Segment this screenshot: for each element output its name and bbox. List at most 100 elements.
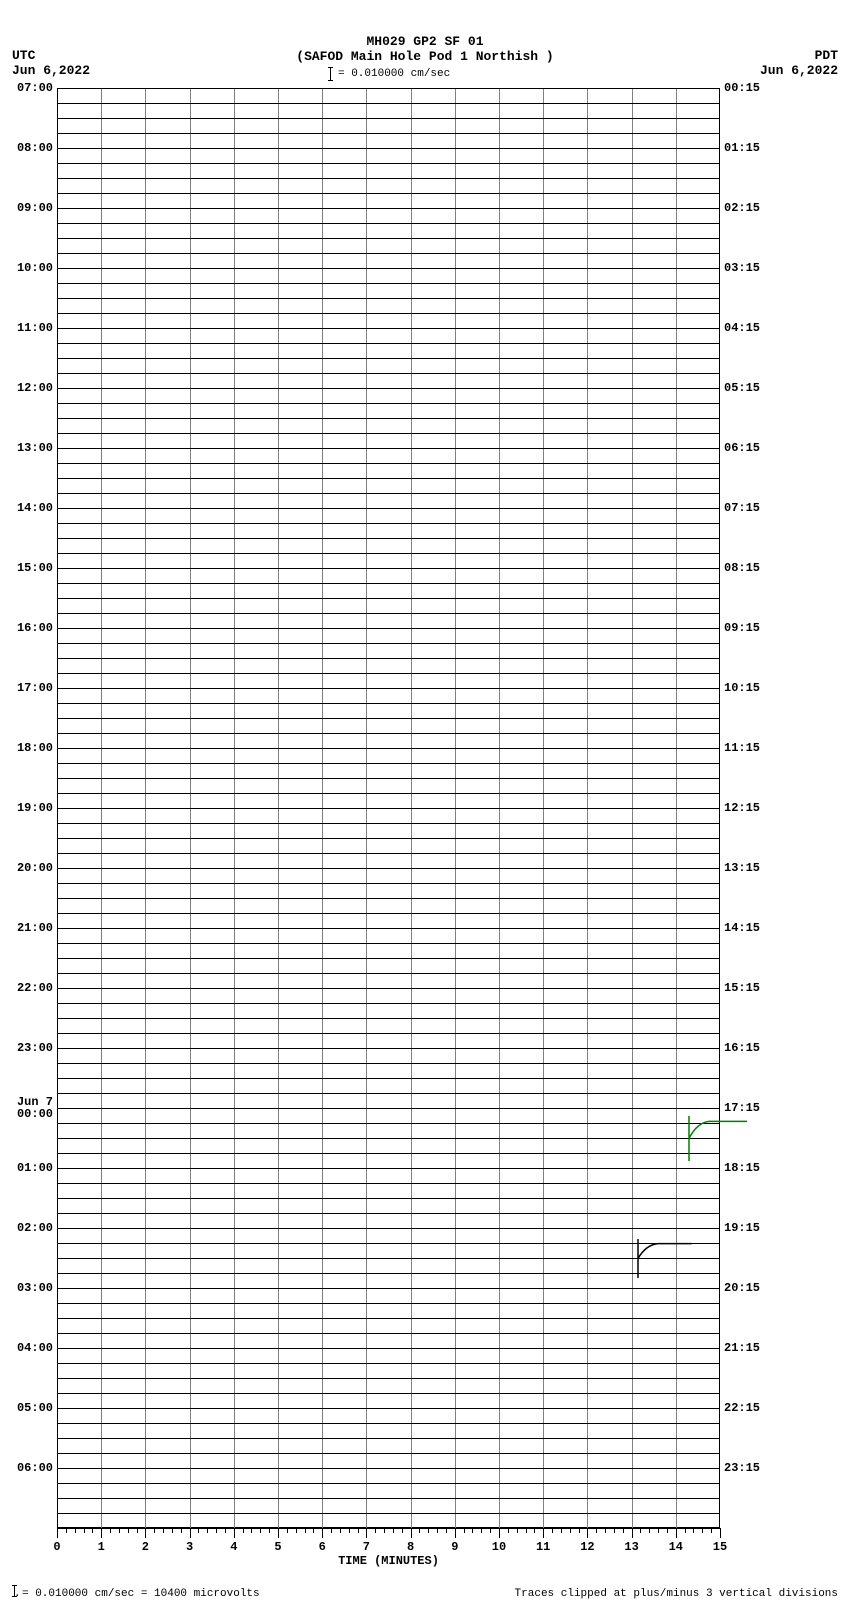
pdt-hour-label: 06:15 (724, 441, 760, 455)
x-tick-label: 10 (492, 1540, 506, 1554)
title-line2: (SAFOD Main Hole Pod 1 Northish ) (296, 49, 553, 64)
trace-baseline (57, 463, 720, 464)
x-tick-minor (269, 1528, 270, 1533)
trace-baseline (57, 958, 720, 959)
x-tick-label: 15 (713, 1540, 727, 1554)
title-line1: MH029 GP2 SF 01 (366, 34, 483, 49)
footer-left-text: . = 0.010000 cm/sec = 10400 microvolts (22, 1588, 260, 1600)
x-tick-label: 0 (53, 1540, 60, 1554)
x-tick-minor (119, 1528, 120, 1533)
trace-baseline (57, 1408, 720, 1409)
x-tick-major (676, 1528, 677, 1538)
utc-hour-label: 20:00 (17, 861, 53, 875)
trace-baseline (57, 133, 720, 134)
x-tick-minor (702, 1528, 703, 1533)
x-tick-minor (331, 1528, 332, 1533)
x-tick-minor (163, 1528, 164, 1533)
x-tick-minor (384, 1528, 385, 1533)
trace-baseline (57, 718, 720, 719)
x-tick-minor (640, 1528, 641, 1533)
utc-hour-label: 03:00 (17, 1281, 53, 1295)
x-tick-minor (110, 1528, 111, 1533)
x-tick-minor (84, 1528, 85, 1533)
x-tick-major (57, 1528, 58, 1538)
utc-hour-label: 14:00 (17, 501, 53, 515)
x-tick-major (101, 1528, 102, 1538)
x-tick-minor (92, 1528, 93, 1533)
utc-hour-label: 02:00 (17, 1221, 53, 1235)
x-tick-minor (464, 1528, 465, 1533)
trace-baseline (57, 1213, 720, 1214)
trace-baseline (57, 343, 720, 344)
x-tick-label: 12 (580, 1540, 594, 1554)
utc-hour-label: 22:00 (17, 981, 53, 995)
pdt-hour-label: 21:15 (724, 1341, 760, 1355)
tz-right-block: PDT Jun 6,2022 (760, 48, 838, 78)
pdt-hour-label: 08:15 (724, 561, 760, 575)
trace-baseline (57, 613, 720, 614)
trace-baseline (57, 1438, 720, 1439)
trace-baseline (57, 178, 720, 179)
tz-left-name: UTC (12, 48, 35, 63)
trace-baseline (57, 283, 720, 284)
pdt-hour-label: 17:15 (724, 1101, 760, 1115)
x-tick-minor (402, 1528, 403, 1533)
tz-left-block: UTC Jun 6,2022 (12, 48, 90, 78)
trace-baseline (57, 1498, 720, 1499)
x-tick-minor (561, 1528, 562, 1533)
pdt-hour-label: 20:15 (724, 1281, 760, 1295)
trace-baseline (57, 298, 720, 299)
x-tick-minor (243, 1528, 244, 1533)
pdt-hour-label: 22:15 (724, 1401, 760, 1415)
trace-baseline (57, 508, 720, 509)
trace-baseline (57, 1123, 720, 1124)
trace-baseline (57, 583, 720, 584)
pdt-hour-label: 04:15 (724, 321, 760, 335)
x-tick-minor (128, 1528, 129, 1533)
x-tick-minor (667, 1528, 668, 1533)
x-tick-minor (393, 1528, 394, 1533)
x-tick-minor (614, 1528, 615, 1533)
trace-baseline (57, 1318, 720, 1319)
trace-baseline (57, 928, 720, 929)
trace-baseline (57, 163, 720, 164)
pdt-hour-label: 16:15 (724, 1041, 760, 1055)
x-tick-label: 7 (363, 1540, 370, 1554)
x-tick-minor (623, 1528, 624, 1533)
trace-baseline (57, 103, 720, 104)
tz-right-name: PDT (815, 48, 838, 63)
utc-hour-label: 21:00 (17, 921, 53, 935)
utc-hour-label: 10:00 (17, 261, 53, 275)
trace-baseline (57, 1228, 720, 1229)
scale-bar-icon (330, 67, 331, 81)
x-tick-minor (66, 1528, 67, 1533)
x-tick-major (234, 1528, 235, 1538)
x-tick-major (587, 1528, 588, 1538)
trace-baseline (57, 778, 720, 779)
pdt-hour-label: 11:15 (724, 741, 760, 755)
trace-baseline (57, 568, 720, 569)
utc-hour-label: 06:00 (17, 1461, 53, 1475)
trace-baseline (57, 823, 720, 824)
trace-baseline (57, 538, 720, 539)
trace-baseline (57, 1153, 720, 1154)
x-tick-label: 13 (624, 1540, 638, 1554)
trace-baseline (57, 1018, 720, 1019)
utc-hour-label: Jun 700:00 (17, 1095, 53, 1121)
trace-baseline (57, 1528, 720, 1529)
trace-baseline (57, 898, 720, 899)
trace-baseline (57, 733, 720, 734)
x-tick-minor (305, 1528, 306, 1533)
x-tick-minor (260, 1528, 261, 1533)
trace-baseline (57, 373, 720, 374)
trace-baseline (57, 1093, 720, 1094)
pdt-hour-label: 00:15 (724, 81, 760, 95)
trace-baseline (57, 1273, 720, 1274)
x-tick-minor (711, 1528, 712, 1533)
trace-baseline (57, 988, 720, 989)
x-tick-minor (137, 1528, 138, 1533)
x-tick-minor (198, 1528, 199, 1533)
x-tick-minor (570, 1528, 571, 1533)
x-tick-major (278, 1528, 279, 1538)
trace-baseline (57, 1303, 720, 1304)
